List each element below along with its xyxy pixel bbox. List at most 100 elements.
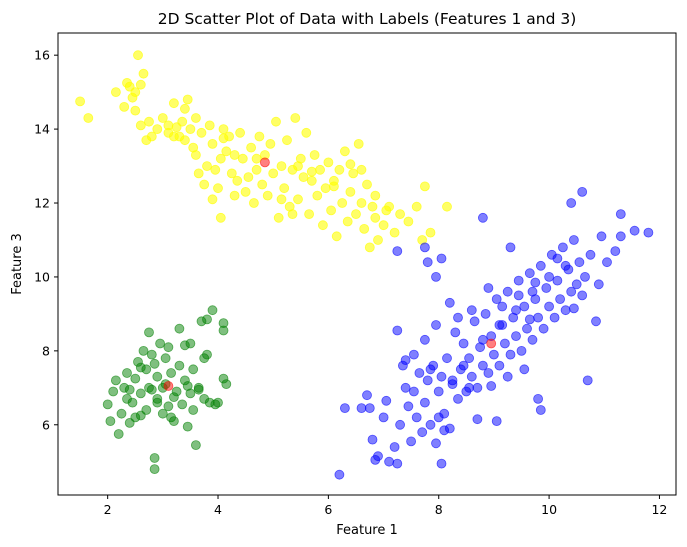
cluster-blue-point bbox=[408, 349, 419, 360]
cluster-yellow-point bbox=[135, 79, 146, 90]
cluster-blue-point bbox=[458, 360, 469, 371]
cluster-green-point bbox=[135, 362, 146, 373]
cluster-yellow-point bbox=[193, 168, 204, 179]
cluster-blue-point bbox=[373, 451, 383, 462]
cluster-blue-point bbox=[433, 386, 444, 397]
cluster-blue-point bbox=[502, 371, 513, 382]
cluster-blue-point bbox=[439, 425, 450, 436]
cluster-yellow-point bbox=[229, 150, 240, 160]
cluster-blue-point bbox=[472, 382, 483, 393]
chart-title: 2D Scatter Plot of Data with Labels (Fea… bbox=[158, 10, 577, 28]
cluster-green-point bbox=[177, 399, 188, 410]
cluster-yellow-point bbox=[218, 124, 229, 135]
cluster-green-point bbox=[193, 384, 204, 395]
plot-frame bbox=[57, 32, 677, 496]
cluster-blue-point bbox=[541, 283, 552, 293]
cluster-blue-point bbox=[408, 386, 419, 397]
cluster-green-point bbox=[127, 397, 138, 408]
cluster-blue-point bbox=[552, 253, 563, 264]
x-tick-label: 10 bbox=[541, 502, 557, 517]
cluster-yellow-point bbox=[373, 235, 383, 245]
cluster-blue-point bbox=[400, 355, 411, 366]
cluster-blue-point bbox=[364, 403, 375, 414]
cluster-yellow-point bbox=[370, 212, 381, 223]
cluster-yellow-point bbox=[279, 183, 290, 194]
cluster-blue-point bbox=[516, 345, 527, 356]
cluster-yellow-point bbox=[157, 113, 168, 123]
cluster-blue-point bbox=[466, 371, 477, 382]
cluster-green-point bbox=[152, 393, 163, 404]
cluster-blue-point bbox=[494, 360, 505, 371]
cluster-blue-point bbox=[596, 231, 607, 242]
cluster-blue-point bbox=[425, 364, 436, 375]
cluster-yellow-point bbox=[276, 161, 287, 172]
cluster-green-point bbox=[182, 421, 193, 432]
cluster-blue-point bbox=[433, 412, 444, 423]
cluster-yellow-point bbox=[328, 181, 339, 192]
cluster-yellow-point bbox=[240, 186, 251, 197]
cluster-blue-point bbox=[533, 393, 543, 404]
cluster-yellow-point bbox=[425, 227, 436, 238]
cluster-yellow-point bbox=[339, 146, 350, 157]
cluster-blue-point bbox=[419, 242, 430, 253]
cluster-yellow-point bbox=[273, 212, 284, 223]
cluster-blue-point bbox=[477, 334, 488, 345]
cluster-blue-point bbox=[450, 327, 461, 338]
cluster-yellow-point bbox=[271, 116, 281, 127]
cluster-yellow-point bbox=[359, 223, 370, 234]
cluster-blue-point bbox=[480, 308, 491, 319]
cluster-blue-point bbox=[566, 286, 577, 297]
cluster-yellow-point bbox=[237, 153, 248, 164]
cluster-yellow-point bbox=[210, 164, 221, 175]
cluster-yellow-point bbox=[353, 138, 364, 149]
cluster-green-point bbox=[207, 305, 218, 316]
cluster-blue-point bbox=[477, 360, 488, 371]
cluster-blue-point bbox=[403, 401, 414, 412]
cluster-green-point bbox=[149, 358, 160, 369]
cluster-blue-point bbox=[533, 312, 543, 323]
cluster-yellow-point bbox=[395, 209, 406, 220]
cluster-blue-point bbox=[395, 419, 406, 430]
cluster-yellow-point bbox=[282, 135, 292, 146]
cluster-green-point bbox=[190, 440, 201, 451]
cluster-yellow-point bbox=[246, 142, 257, 153]
cluster-green-point bbox=[149, 464, 160, 475]
cluster-green-point bbox=[160, 353, 171, 364]
cluster-yellow-point bbox=[168, 98, 179, 109]
cluster-yellow-point bbox=[293, 194, 303, 205]
cluster-blue-point bbox=[472, 414, 483, 425]
cluster-blue-point bbox=[444, 297, 455, 308]
cluster-blue-point bbox=[381, 395, 392, 406]
cluster-green-point bbox=[221, 379, 232, 390]
cluster-yellow-point bbox=[111, 87, 121, 97]
y-tick-label: 8 bbox=[42, 343, 50, 358]
x-axis-label: Feature 1 bbox=[336, 523, 398, 538]
cluster-green-point bbox=[188, 405, 199, 415]
cluster-blue-point bbox=[442, 353, 452, 364]
cluster-yellow-point bbox=[204, 120, 215, 131]
cluster-green-point bbox=[182, 381, 193, 391]
cluster-blue-point bbox=[436, 458, 447, 469]
cluster-green-point bbox=[199, 353, 210, 364]
cluster-blue-point bbox=[422, 375, 433, 386]
cluster-yellow-point bbox=[364, 242, 375, 253]
cluster-blue-point bbox=[392, 325, 403, 336]
cluster-blue-point bbox=[431, 438, 441, 449]
cluster-blue-point bbox=[585, 249, 596, 260]
cluster-yellow-point bbox=[190, 113, 201, 123]
cluster-yellow-point bbox=[287, 209, 298, 220]
centroids-point bbox=[259, 157, 270, 168]
cluster-green-point bbox=[166, 368, 177, 378]
cluster-green-point bbox=[155, 338, 166, 349]
cluster-yellow-point bbox=[182, 94, 193, 105]
centroids-point bbox=[163, 381, 174, 391]
cluster-blue-point bbox=[466, 305, 477, 316]
cluster-yellow-point bbox=[378, 220, 389, 231]
cluster-yellow-point bbox=[334, 164, 345, 175]
cluster-yellow-point bbox=[442, 201, 452, 212]
cluster-blue-point bbox=[477, 212, 488, 223]
cluster-yellow-point bbox=[419, 181, 430, 192]
x-tick-label: 8 bbox=[435, 502, 443, 517]
cluster-yellow-point bbox=[290, 113, 301, 123]
